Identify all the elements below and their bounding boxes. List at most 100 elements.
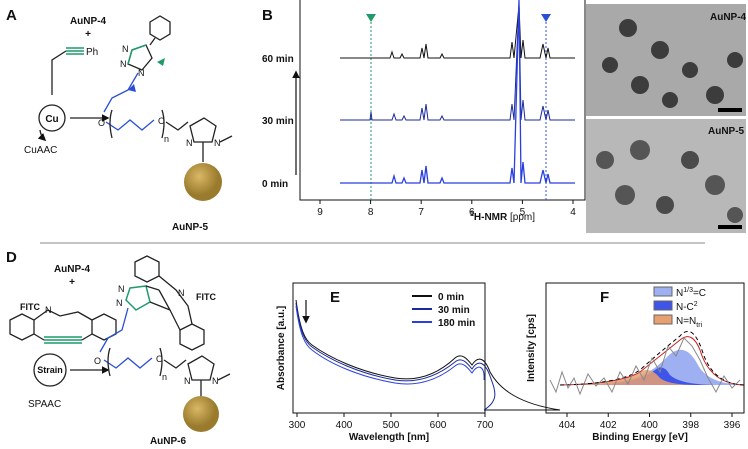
axis-frame — [299, 0, 586, 201]
peg — [103, 357, 153, 369]
atom: N — [178, 288, 185, 298]
bond — [145, 285, 171, 311]
x-tick-label: 300 — [289, 420, 306, 431]
x-tick-label: 398 — [682, 420, 699, 431]
x-axis-label: Wavelength [nm] — [349, 432, 429, 443]
marker-blue — [541, 14, 551, 22]
x-tick-label: 8 — [368, 207, 374, 218]
bond — [200, 373, 231, 396]
product: AuNP-5 — [172, 222, 209, 233]
plus: + — [69, 277, 75, 288]
x-tick-label: 4 — [570, 207, 576, 218]
x-axis-label: Binding Energy [eV] — [592, 432, 688, 443]
atom: O — [156, 354, 163, 364]
atom: N — [120, 59, 127, 69]
catalyst: Cu — [45, 114, 58, 125]
atom: N — [184, 376, 191, 386]
legend-label: N=Ntri — [676, 316, 703, 329]
marker-green — [157, 58, 165, 66]
linker — [103, 72, 139, 113]
particles — [596, 19, 743, 223]
chain — [165, 121, 189, 131]
alkyne — [66, 47, 84, 55]
x-tick-label: 500 — [383, 420, 400, 431]
panel-f: F N1/3=C N-C2 N=Ntri 404 402 400 398 396 Bindi… — [526, 282, 745, 443]
legend-label: N-C2 — [676, 301, 698, 313]
legend-label: N1/3=C — [676, 287, 706, 299]
brackets — [107, 347, 163, 377]
bond — [149, 37, 156, 46]
brackets — [109, 109, 165, 139]
x-tick-label: 6 — [469, 207, 475, 218]
x-tick-label: 396 — [724, 420, 741, 431]
legend-label: 30 min — [438, 305, 470, 316]
legend-sup: 2 — [694, 301, 698, 308]
x-tick-label: 700 — [477, 420, 494, 431]
legend-swatch — [653, 300, 673, 311]
legend-base: N — [676, 288, 683, 299]
panel-c: C AuNP-4 AuNP-5 — [586, 4, 747, 233]
chain — [163, 359, 187, 369]
x-tick-label: 9 — [317, 207, 323, 218]
ring — [134, 255, 160, 283]
bond — [202, 135, 233, 162]
panel-label: F — [600, 289, 609, 306]
image-label: AuNP-4 — [710, 12, 747, 23]
reagent: AuNP-4 — [54, 264, 91, 275]
fit-envelope — [559, 336, 745, 386]
imidazole — [187, 355, 215, 381]
triazole-new — [127, 44, 147, 65]
tether — [51, 50, 67, 95]
method: SPAAC — [28, 399, 61, 410]
axis-frame — [545, 282, 745, 414]
ring — [179, 323, 205, 351]
legend-rest: =C — [693, 288, 706, 299]
repeat-n: n — [164, 134, 169, 144]
atom: N — [116, 298, 123, 308]
xps-data — [549, 337, 741, 396]
triazole — [125, 285, 151, 311]
x-axis-label: 1H-NMR [ppm] — [470, 211, 535, 223]
legend-sub: tri — [696, 322, 702, 329]
nmr-trace — [340, 1, 575, 121]
triazole — [127, 44, 153, 71]
y-axis-label: Absorbance [a.u.] — [276, 306, 287, 390]
ring — [9, 313, 35, 341]
x-tick-label: 5 — [520, 207, 526, 218]
legend-label: 180 min — [438, 318, 475, 329]
fitc: FITC — [20, 302, 40, 312]
atom: O — [98, 118, 105, 128]
atom: N — [186, 138, 193, 148]
fitc: FITC — [196, 292, 216, 302]
legend-label: 0 min — [438, 292, 464, 303]
atom: N — [214, 138, 221, 148]
atom: N — [45, 305, 52, 315]
scale-bar — [718, 108, 742, 112]
x-tick-label: 7 — [418, 207, 424, 218]
legend-swatch — [653, 314, 673, 325]
reagent: AuNP-4 — [70, 16, 107, 27]
x-tick-label: 400 — [336, 420, 353, 431]
panel-e: E 0 min 30 min 180 min 300 400 500 600 700 Wav… — [276, 282, 561, 443]
alkyne-ph: Ph — [86, 47, 98, 58]
peg — [105, 119, 155, 131]
panel-a: A AuNP-4 + Ph Cu CuAAC N N N O O n N N A… — [6, 7, 233, 233]
linker — [99, 307, 129, 353]
cycle-arrow — [37, 129, 47, 142]
panel-label: D — [6, 249, 17, 266]
product: AuNP-6 — [150, 436, 187, 447]
axis-frame — [292, 282, 486, 414]
atom: N — [212, 376, 219, 386]
phenyl — [149, 15, 171, 41]
ring-bridge — [33, 309, 93, 321]
atom: N — [122, 44, 129, 54]
panel-label: E — [330, 289, 340, 306]
x-tick-label: 404 — [559, 420, 576, 431]
fit-component — [580, 370, 700, 385]
legend-base: N=N — [676, 316, 696, 327]
abs-trace — [295, 305, 485, 385]
x-tick-label: 400 — [641, 420, 658, 431]
image-label: AuNP-5 — [708, 126, 745, 137]
nmr-trace — [340, 0, 575, 184]
